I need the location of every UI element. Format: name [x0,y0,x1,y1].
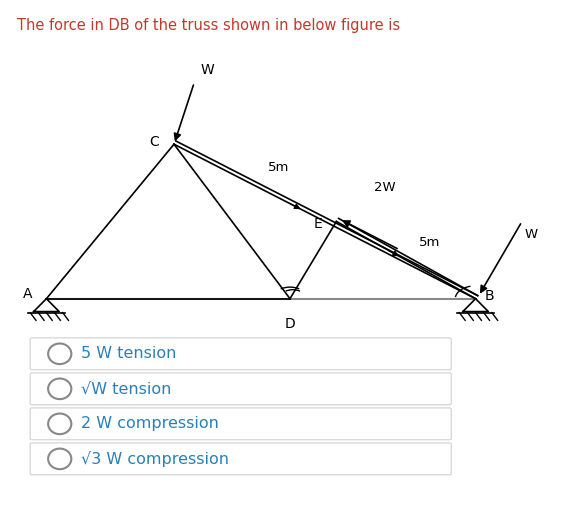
Text: 5m: 5m [419,235,440,249]
Text: D: D [285,317,295,331]
Text: 2 W compression: 2 W compression [81,416,219,432]
Text: 2W: 2W [374,181,396,195]
Text: The force in DB of the truss shown in below figure is: The force in DB of the truss shown in be… [17,18,401,33]
Text: W: W [200,63,214,77]
Text: C: C [150,134,160,149]
Text: √3 W compression: √3 W compression [81,451,229,467]
Text: W: W [525,228,538,241]
Text: B: B [484,289,494,303]
FancyBboxPatch shape [30,373,451,405]
Text: 5 W tension: 5 W tension [81,346,176,362]
Text: A: A [23,286,32,301]
Text: 5m: 5m [268,161,289,174]
FancyBboxPatch shape [30,443,451,475]
FancyBboxPatch shape [30,338,451,370]
FancyBboxPatch shape [30,408,451,440]
Text: √W tension: √W tension [81,381,172,397]
Text: E: E [313,217,322,231]
